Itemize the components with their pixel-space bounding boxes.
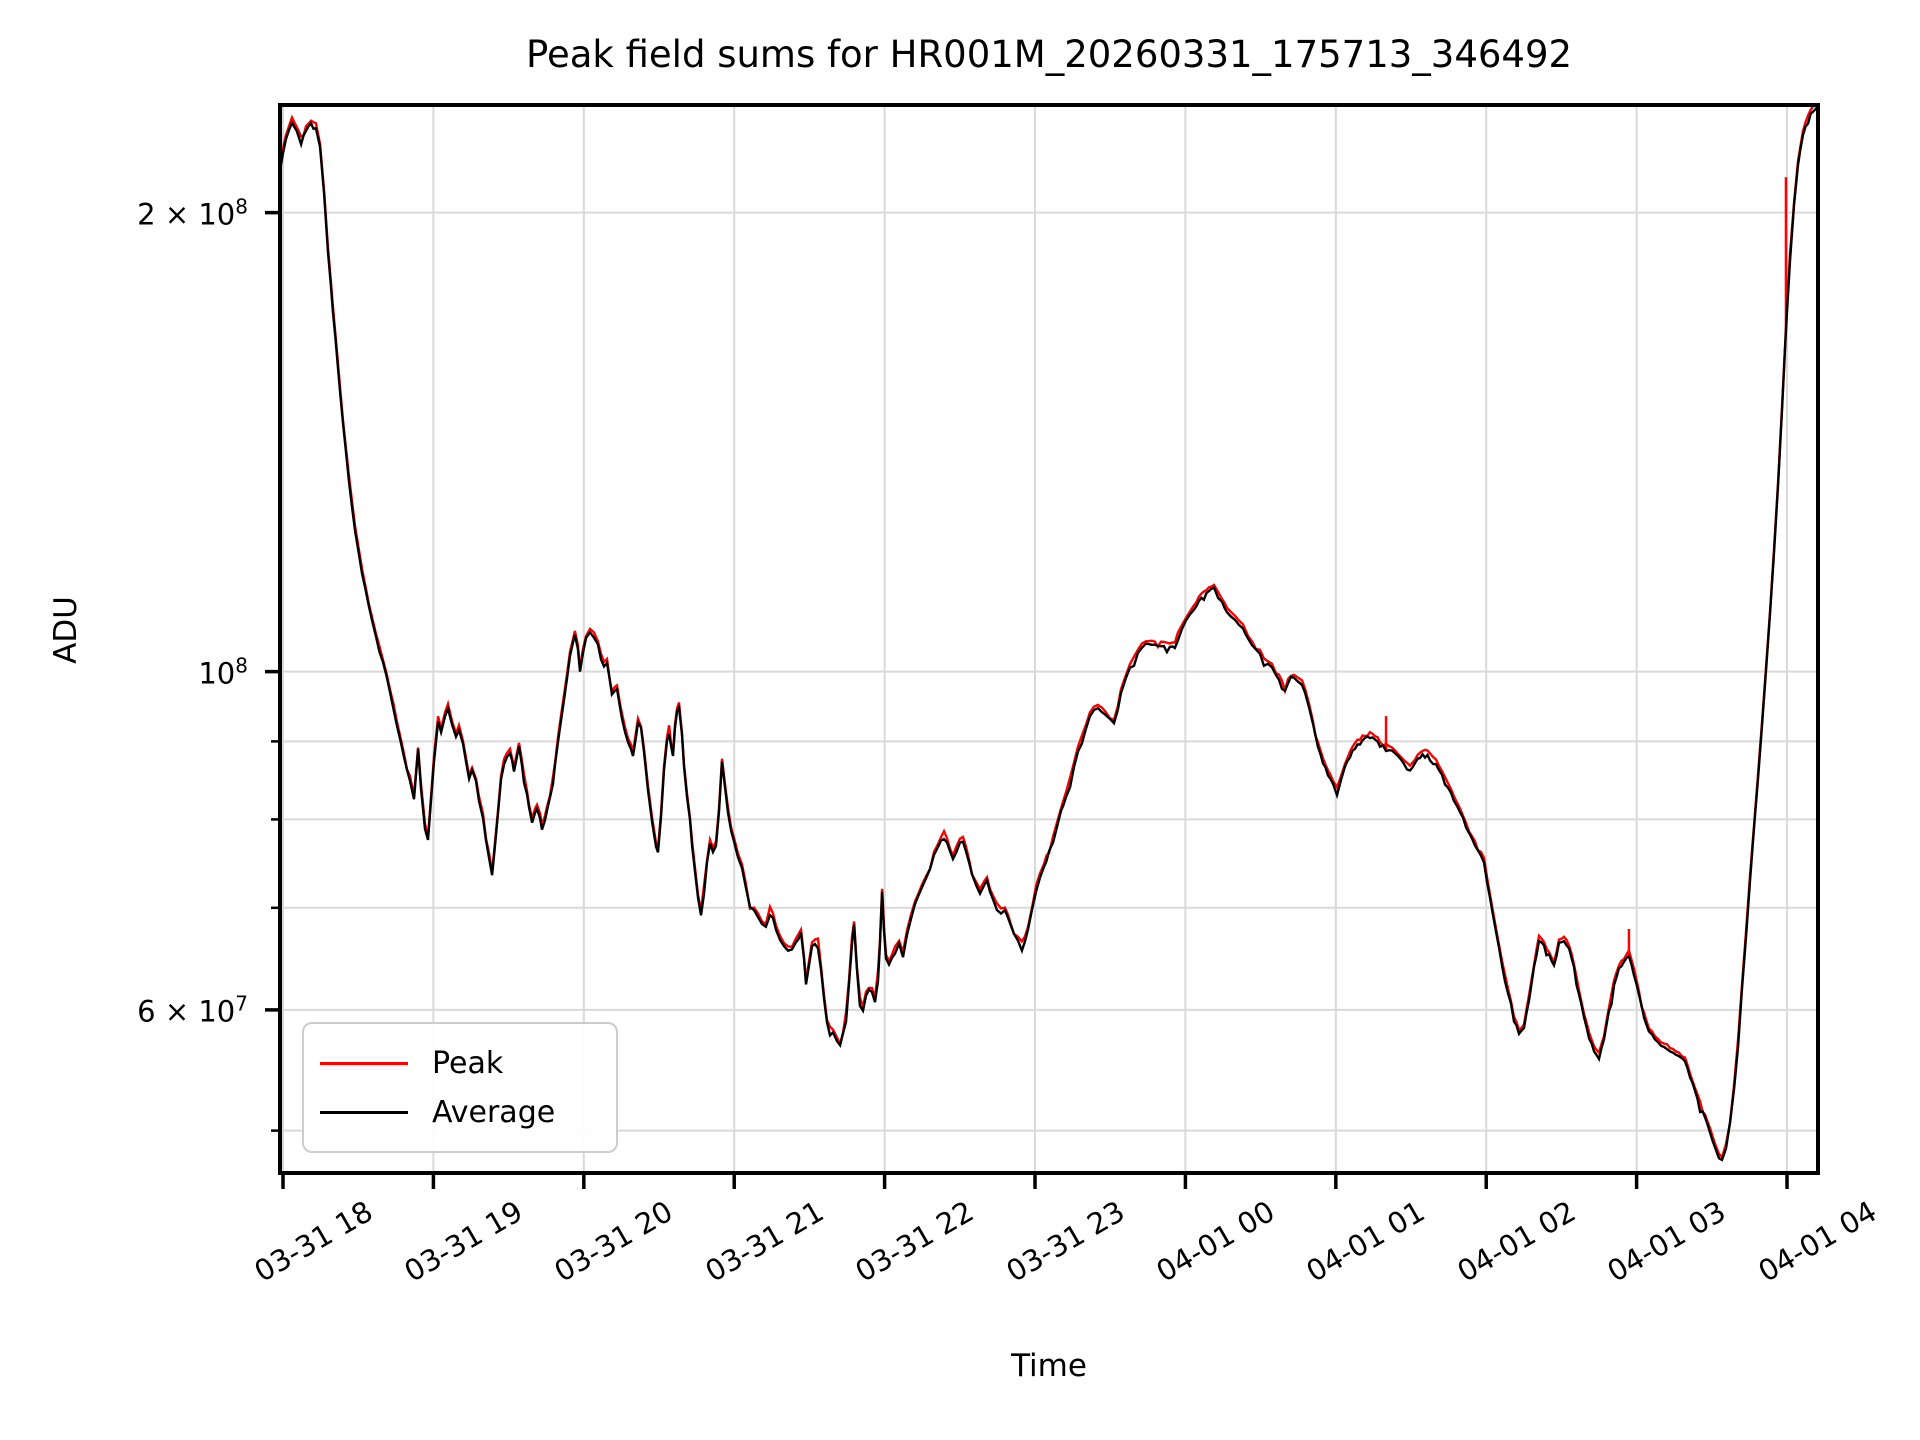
y-tick-label: 6 × 107 [137, 991, 248, 1029]
plot-border [278, 103, 1820, 1175]
y-tick-label: 108 [198, 653, 248, 690]
x-axis-label: Time [1011, 1348, 1087, 1384]
legend-label: Peak [432, 1045, 504, 1081]
chart-title: Peak field sums for HR001M_20260331_1757… [525, 33, 1573, 76]
y-tick-label: 2 × 108 [137, 194, 248, 231]
legend-label: Average [432, 1094, 556, 1130]
peak-line [280, 105, 1818, 1160]
legend: Peak Average [302, 1022, 618, 1153]
legend-item-peak: Peak [320, 1046, 616, 1081]
average-line [280, 105, 1818, 1162]
y-axis-label: ADU [48, 596, 84, 664]
legend-item-average: Average [320, 1095, 616, 1130]
average-line-swatch [320, 1110, 408, 1114]
peak-line-swatch [320, 1061, 408, 1065]
